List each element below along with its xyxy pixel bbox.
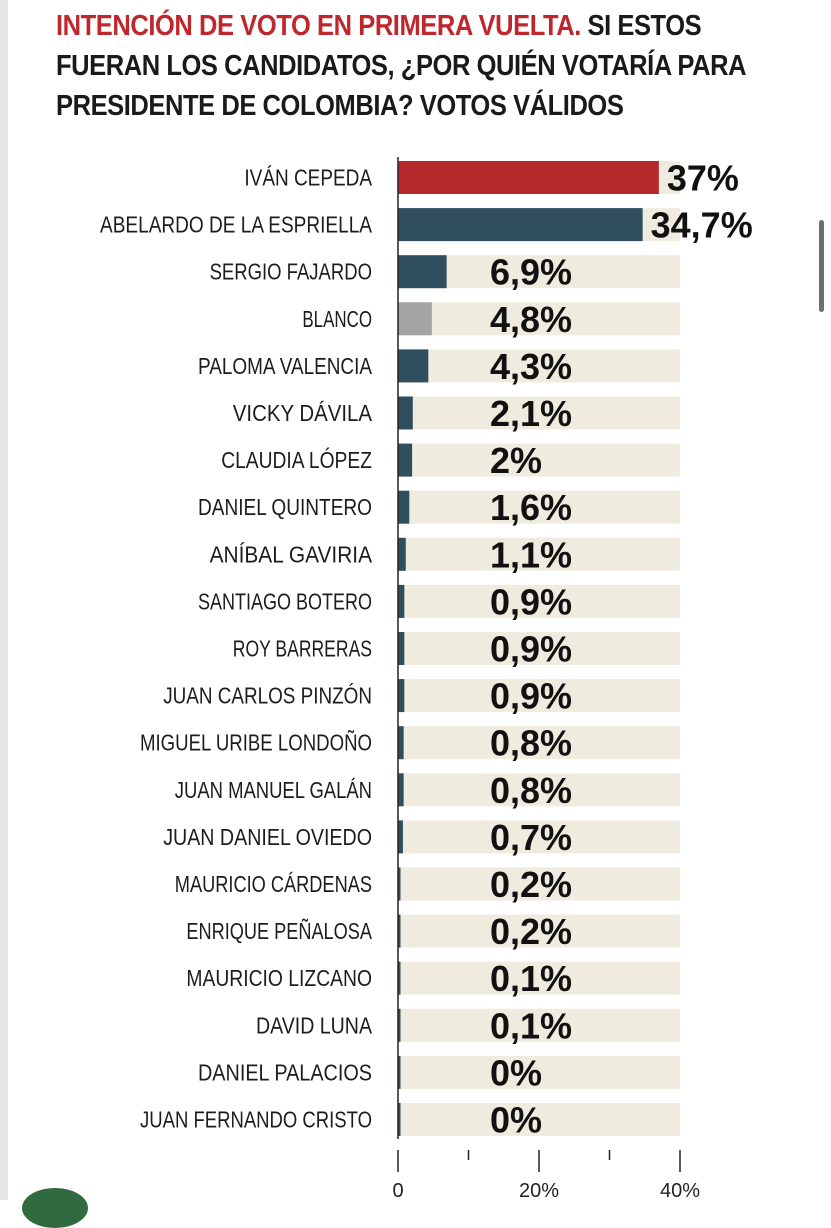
- bar: [398, 255, 447, 289]
- value-label: 0,8%: [490, 723, 572, 764]
- candidate-label: ABELARDO DE LA ESPRIELLA: [100, 212, 373, 238]
- bar: [398, 161, 659, 194]
- x-axis: 0 20% 40%: [392, 157, 700, 1200]
- bar: [398, 726, 404, 760]
- bar-track: [398, 349, 680, 383]
- bar-track: [398, 961, 680, 995]
- value-label: 1,1%: [490, 534, 572, 575]
- value-label: 0,1%: [490, 1005, 572, 1046]
- tick-label: 20%: [519, 1180, 559, 1200]
- candidate-label: MAURICIO LIZCANO: [186, 965, 372, 991]
- bar: [398, 1008, 401, 1042]
- bar-track: [398, 302, 680, 336]
- candidate-label: MAURICIO CÁRDENAS: [175, 871, 372, 897]
- bar: [398, 302, 432, 336]
- bar: [398, 679, 405, 713]
- candidate-label: DANIEL PALACIOS: [198, 1059, 372, 1085]
- tick-label: 40%: [660, 1180, 700, 1200]
- logo-badge: [22, 1188, 88, 1228]
- value-label: 0,2%: [490, 911, 572, 952]
- value-label: 0,1%: [490, 958, 572, 999]
- bar-track: [398, 726, 680, 760]
- candidate-label: ANÍBAL GAVIRIA: [210, 541, 373, 567]
- value-label: 2,1%: [490, 393, 572, 434]
- candidate-label: JUAN FERNANDO CRISTO: [140, 1107, 372, 1133]
- bar: [398, 820, 403, 854]
- value-label: 0,9%: [490, 581, 572, 622]
- candidate-label: JUAN CARLOS PINZÓN: [163, 683, 372, 709]
- bar-track: [398, 632, 680, 665]
- bars: [398, 161, 659, 1136]
- candidate-label: DAVID LUNA: [256, 1012, 373, 1038]
- candidate-label: ROY BARRERAS: [233, 636, 372, 662]
- bar: [398, 584, 405, 618]
- tick-label: 0: [392, 1180, 403, 1200]
- title-highlight: INTENCIÓN DE VOTO EN PRIMERA VUELTA.: [56, 10, 581, 42]
- bar-track: [398, 914, 680, 948]
- left-edge-rule: [0, 0, 8, 1200]
- value-label: 37%: [667, 158, 739, 199]
- bar: [398, 1103, 401, 1136]
- candidate-labels: IVÁN CEPEDA ABELARDO DE LA ESPRIELLA SERGI…: [100, 165, 373, 1133]
- value-label: 34,7%: [651, 205, 753, 246]
- value-label: 4,3%: [490, 346, 572, 387]
- bar: [398, 537, 406, 571]
- bar-track: [398, 1055, 680, 1089]
- value-label: 0,2%: [490, 864, 572, 905]
- bar-track: [398, 1103, 680, 1136]
- bar: [398, 490, 410, 524]
- value-labels: 37% 34,7% 6,9% 4,8% 4,3% 2,1% 2% 1,6% 1,1% 0,9% 0,…: [490, 158, 753, 1141]
- bar: [398, 867, 401, 901]
- candidate-label: VICKY DÁVILA: [233, 400, 373, 426]
- value-label: 6,9%: [490, 252, 572, 293]
- bar-track: [398, 490, 680, 524]
- bar-track: [398, 584, 680, 618]
- bar: [398, 1055, 401, 1089]
- bar: [398, 773, 404, 807]
- candidate-label: BLANCO: [302, 306, 372, 332]
- bar: [398, 914, 401, 948]
- scrollbar-thumb[interactable]: [819, 220, 824, 312]
- candidate-label: CLAUDIA LÓPEZ: [221, 447, 372, 473]
- bar: [398, 349, 429, 383]
- value-label: 0,9%: [490, 629, 572, 670]
- bar-track: [398, 820, 680, 854]
- bar-track: [398, 679, 680, 713]
- value-label: 0,7%: [490, 817, 572, 858]
- bar-track: [398, 773, 680, 807]
- bar-track: [398, 443, 680, 477]
- value-label: 1,6%: [490, 487, 572, 528]
- value-label: 4,8%: [490, 299, 572, 340]
- bar: [398, 396, 413, 430]
- candidate-label: ENRIQUE PEÑALOSA: [186, 918, 372, 944]
- bar: [398, 961, 401, 995]
- bar: [398, 208, 643, 242]
- bar-track: [398, 537, 680, 571]
- chart-title: INTENCIÓN DE VOTO EN PRIMERA VUELTA. SI …: [56, 6, 786, 126]
- candidate-label: SERGIO FAJARDO: [210, 259, 372, 285]
- value-label: 2%: [490, 440, 542, 481]
- candidate-label: DANIEL QUINTERO: [198, 494, 372, 520]
- candidate-label: IVÁN CEPEDA: [244, 165, 372, 191]
- candidate-label: MIGUEL URIBE LONDOÑO: [140, 730, 372, 756]
- candidate-label: SANTIAGO BOTERO: [198, 588, 372, 614]
- value-label: 0,8%: [490, 770, 572, 811]
- bar-track: [398, 396, 680, 430]
- value-label: 0,9%: [490, 676, 572, 717]
- candidate-label: JUAN DANIEL OVIEDO: [163, 824, 372, 850]
- candidate-label: JUAN MANUEL GALÁN: [175, 777, 372, 803]
- candidate-label: PALOMA VALENCIA: [198, 353, 373, 379]
- value-label: 0%: [490, 1100, 542, 1141]
- title-question: SI ESTOS FUERAN LOS CANDIDATOS, ¿POR QUI…: [56, 10, 746, 122]
- bar-track: [398, 867, 680, 901]
- value-label: 0%: [490, 1052, 542, 1093]
- bar-track: [398, 1008, 680, 1042]
- bar: [398, 443, 413, 477]
- bar: [398, 632, 405, 665]
- bar-chart: IVÁN CEPEDA ABELARDO DE LA ESPRIELLA SERGI…: [100, 157, 753, 1200]
